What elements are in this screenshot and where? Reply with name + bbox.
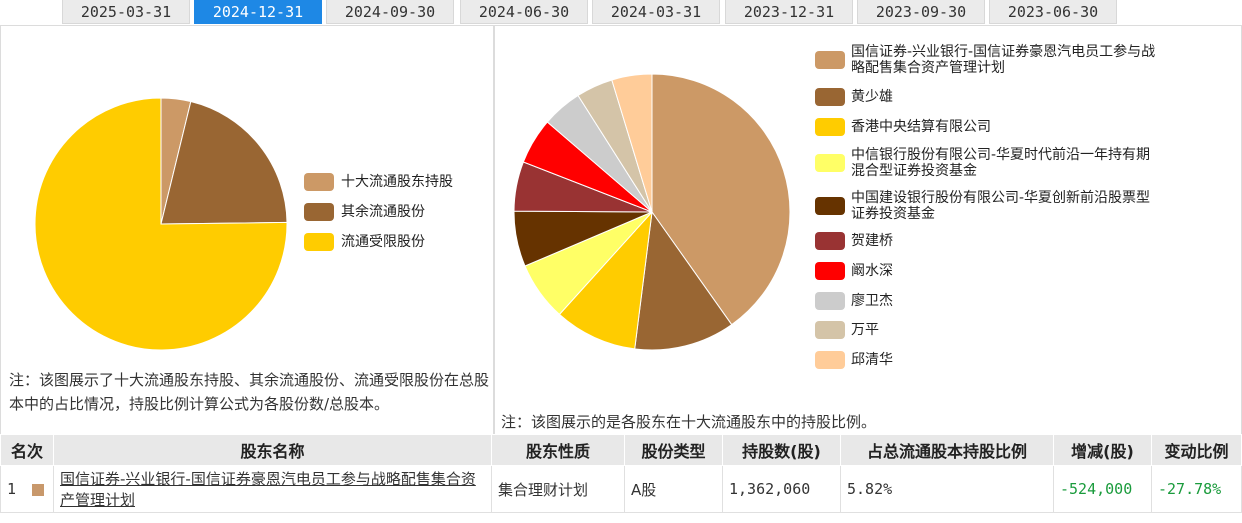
legend-swatch-icon <box>815 51 845 69</box>
legend-label-1-4[interactable]: 中国建设银行股份有限公司-华夏创新前沿股票型证券投资基金 <box>851 190 1151 222</box>
tab-date[interactable]: 2023-09-30 <box>857 0 985 24</box>
change-pct-cell: -27.78% <box>1151 465 1242 513</box>
tab-date[interactable]: 2024-12-31 <box>194 0 322 24</box>
rank-number: 1 <box>7 480 17 498</box>
color-marker-icon <box>32 483 45 496</box>
legend-swatch-icon <box>815 197 845 215</box>
table-row: 1 国信证券-兴业银行-国信证券豪恩汽电员工参与战略配售集合资产管理计划 集合理… <box>0 465 1242 513</box>
share-type-cell: A股 <box>624 465 723 513</box>
tab-date[interactable]: 2023-06-30 <box>989 0 1117 24</box>
col-change-pct: 变动比例 <box>1151 434 1242 466</box>
legend-label-1-5[interactable]: 贺建桥 <box>851 233 893 249</box>
left-chart-note: 注：该图展示了十大流通股东持股、其余流通股份、流通受限股份在总股本中的占比情况，… <box>9 371 490 413</box>
legend-label-1-0[interactable]: 国信证券-兴业银行-国信证券豪恩汽电员工参与战略配售集合资产管理计划 <box>851 44 1156 76</box>
legend-swatch-icon <box>815 351 845 369</box>
tab-date[interactable]: 2024-06-30 <box>460 0 588 24</box>
legend-swatch-icon <box>815 88 845 106</box>
tab-date[interactable]: 2024-03-31 <box>592 0 720 24</box>
shares-cell: 1,362,060 <box>722 465 841 513</box>
right-chart-note: 注：该图展示的是各股东在十大流通股东中的持股比例。 <box>501 413 877 431</box>
pie-slice-1-2[interactable] <box>34 97 288 351</box>
tab-date[interactable]: 2023-12-31 <box>725 0 853 24</box>
right-chart-panel: 国信证券-兴业银行-国信证券豪恩汽电员工参与战略配售集合资产管理计划黄少雄香港中… <box>494 25 1242 435</box>
col-shares: 持股数(股) <box>722 434 841 466</box>
legend-label-1-2[interactable]: 香港中央结算有限公司 <box>851 119 991 135</box>
legend-swatch-icon <box>815 232 845 250</box>
legend-swatch-icon <box>304 173 334 191</box>
col-change: 增减(股) <box>1053 434 1152 466</box>
left-chart-panel: 十大流通股东持股 其余流通股份 流通受限股份 注：该图展示了十大流通股东持股、其余流… <box>0 25 494 435</box>
legend-swatch-icon <box>815 118 845 136</box>
legend-label-1-6[interactable]: 阚水深 <box>851 263 893 279</box>
holder-name-link[interactable]: 国信证券-兴业银行-国信证券豪恩汽电员工参与战略配售集合资产管理计划 <box>60 470 476 509</box>
col-float-ratio: 占总流通股本持股比例 <box>840 434 1054 466</box>
legend-label-1-3[interactable]: 中信银行股份有限公司-华夏时代前沿一年持有期混合型证券投资基金 <box>851 147 1151 179</box>
change-cell: -524,000 <box>1053 465 1152 513</box>
legend-label-0-1[interactable]: 其余流通股份 <box>341 204 425 220</box>
legend-swatch-icon <box>815 262 845 280</box>
legend-swatch-icon <box>304 203 334 221</box>
legend-label-1-7[interactable]: 廖卫杰 <box>851 293 893 309</box>
table-header-row: 名次 股东名称 股东性质 股份类型 持股数(股) 占总流通股本持股比例 增减(股… <box>0 434 1242 466</box>
pie-slice-2-2[interactable] <box>558 210 653 350</box>
legend-label-1-1[interactable]: 黄少雄 <box>851 89 893 105</box>
legend-label-0-2[interactable]: 流通受限股份 <box>341 234 425 250</box>
legend-swatch-icon <box>304 233 334 251</box>
float-ratio-cell: 5.82% <box>840 465 1054 513</box>
holder-nature-cell: 集合理财计划 <box>491 465 625 513</box>
pie-slice-2-1[interactable] <box>634 210 733 351</box>
col-share-type: 股份类型 <box>624 434 723 466</box>
legend-label-0-0[interactable]: 十大流通股东持股 <box>341 174 453 190</box>
float-share-pie-chart <box>34 97 288 351</box>
legend-label-1-9[interactable]: 邱清华 <box>851 352 893 368</box>
tab-date[interactable]: 2025-03-31 <box>62 0 190 24</box>
holder-name-cell: 国信证券-兴业银行-国信证券豪恩汽电员工参与战略配售集合资产管理计划 <box>53 465 492 513</box>
top10-holders-pie-chart <box>513 73 791 351</box>
rank-cell: 1 <box>0 465 54 513</box>
pie-slice-2-0[interactable] <box>651 73 791 326</box>
report-date-tabs: 2025-03-31 2024-12-31 2024-09-30 2024-06-30… <box>0 0 1242 25</box>
col-holder-nature: 股东性质 <box>491 434 625 466</box>
pie-slice-1-1[interactable] <box>160 100 288 225</box>
legend-swatch-icon <box>815 321 845 339</box>
pie-slice-2-9[interactable] <box>611 73 653 213</box>
charts-area: 十大流通股东持股 其余流通股份 流通受限股份 注：该图展示了十大流通股东持股、其余流… <box>0 25 1242 435</box>
legend-swatch-icon <box>815 292 845 310</box>
shareholders-table: 名次 股东名称 股东性质 股份类型 持股数(股) 占总流通股本持股比例 增减(股… <box>0 434 1242 513</box>
col-rank: 名次 <box>0 434 54 466</box>
tab-date[interactable]: 2024-09-30 <box>326 0 454 24</box>
legend-label-1-8[interactable]: 万平 <box>851 322 879 338</box>
col-holder-name: 股东名称 <box>53 434 492 466</box>
legend-swatch-icon <box>815 154 845 172</box>
